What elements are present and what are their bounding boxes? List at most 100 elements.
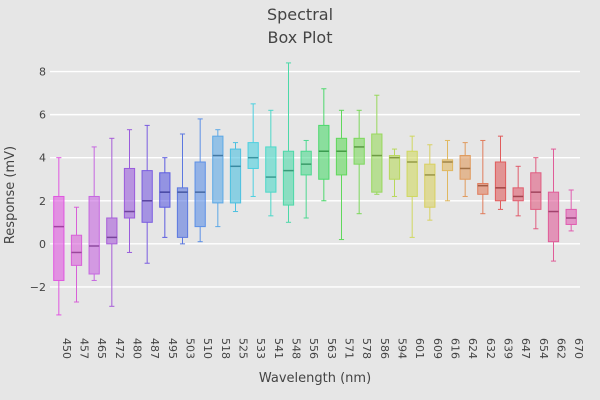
box-578 — [353, 109, 365, 215]
grid-layer — [50, 70, 580, 288]
box-609 — [424, 144, 436, 221]
box-iqr — [106, 217, 118, 245]
box-525 — [229, 142, 242, 213]
x-tick-label: 601 — [413, 338, 426, 359]
box-iqr — [318, 124, 330, 180]
box-465 — [88, 146, 100, 281]
x-tick-label: 563 — [325, 338, 338, 359]
y-tick-label: 0 — [39, 238, 46, 251]
box-601 — [406, 135, 418, 238]
x-tick-label: 654 — [537, 338, 550, 359]
box-iqr — [70, 234, 83, 266]
chart-title-line1: Spectral — [267, 5, 333, 24]
y-tick-label: 8 — [39, 66, 46, 79]
box-495 — [159, 157, 171, 238]
box-503 — [176, 133, 189, 245]
box-layer — [53, 62, 577, 316]
x-tick-label: 670 — [572, 338, 585, 359]
y-tick-label: −2 — [30, 281, 46, 294]
box-iqr — [565, 208, 577, 225]
box-iqr — [406, 150, 418, 197]
x-tick-label: 510 — [201, 338, 214, 359]
box-457 — [70, 206, 83, 303]
x-axis-label: Wavelength (nm) — [259, 371, 371, 386]
x-tick-label: 594 — [396, 338, 409, 359]
box-iqr — [212, 135, 224, 204]
box-624 — [459, 142, 471, 197]
x-tick-label: 624 — [466, 338, 479, 359]
box-616 — [441, 139, 454, 202]
x-tick-label: 571 — [343, 338, 356, 359]
x-tick-label: 480 — [131, 338, 144, 359]
box-472 — [106, 137, 118, 307]
x-tick-label: 465 — [95, 338, 108, 359]
x-tick-label: 472 — [113, 338, 126, 359]
x-tick-label: 548 — [290, 338, 303, 359]
x-tick-label: 457 — [78, 338, 91, 359]
x-tick-label: 616 — [449, 338, 462, 359]
box-iqr — [530, 172, 542, 210]
box-654 — [530, 157, 542, 230]
box-iqr — [371, 133, 383, 193]
box-iqr — [300, 150, 312, 176]
box-iqr — [353, 137, 365, 165]
box-563 — [318, 88, 330, 202]
y-tick-label: 2 — [39, 195, 46, 208]
box-iqr — [229, 148, 242, 204]
x-tick-label: 586 — [378, 338, 391, 359]
box-510 — [194, 118, 206, 243]
box-iqr — [441, 159, 454, 172]
box-iqr — [194, 161, 206, 228]
x-tick-label: 450 — [60, 338, 73, 359]
x-tick-label: 541 — [272, 338, 285, 359]
chart-title-line2: Box Plot — [268, 28, 333, 47]
x-tick-label: 495 — [166, 338, 179, 359]
box-iqr — [547, 191, 560, 243]
box-iqr — [53, 195, 65, 281]
box-639 — [494, 135, 507, 210]
box-iqr — [141, 170, 153, 223]
box-662 — [547, 148, 560, 262]
box-594 — [388, 148, 401, 197]
box-450 — [53, 157, 65, 316]
box-670 — [565, 189, 577, 232]
box-iqr — [459, 155, 471, 180]
box-iqr — [123, 167, 136, 219]
box-iqr — [247, 142, 259, 169]
box-iqr — [512, 187, 524, 202]
box-iqr — [424, 163, 436, 208]
x-tick-label: 556 — [307, 338, 320, 359]
x-tick-label: 518 — [219, 338, 232, 359]
y-tick-label: 4 — [39, 152, 46, 165]
box-iqr — [265, 146, 277, 193]
box-iqr — [282, 150, 295, 206]
box-iqr — [477, 183, 489, 195]
x-tick-label: 639 — [502, 338, 515, 359]
y-tick-label: 6 — [39, 109, 46, 122]
box-586 — [371, 94, 383, 195]
x-tick-label: 662 — [555, 338, 568, 359]
x-tick-labels: 450 457 465 472 480 487 495 503 510 518 525 533 541 5… — [60, 338, 585, 359]
x-tick-label: 609 — [431, 338, 444, 359]
box-548 — [282, 62, 295, 223]
x-tick-label: 533 — [254, 338, 267, 359]
box-iqr — [335, 137, 348, 176]
box-541 — [265, 109, 277, 217]
box-480 — [123, 129, 136, 253]
x-tick-label: 578 — [360, 338, 373, 359]
x-tick-label: 503 — [184, 338, 197, 359]
box-iqr — [176, 187, 189, 238]
y-axis-label: Response (mV) — [3, 146, 18, 244]
x-tick-label: 647 — [519, 338, 532, 359]
box-487 — [141, 124, 153, 264]
box-iqr — [88, 195, 100, 275]
box-iqr — [159, 172, 171, 208]
box-556 — [300, 139, 312, 219]
x-tick-label: 487 — [148, 338, 161, 359]
box-647 — [512, 165, 524, 217]
box-iqr — [388, 155, 401, 180]
x-tick-label: 525 — [237, 338, 250, 359]
x-tick-label: 632 — [484, 338, 497, 359]
